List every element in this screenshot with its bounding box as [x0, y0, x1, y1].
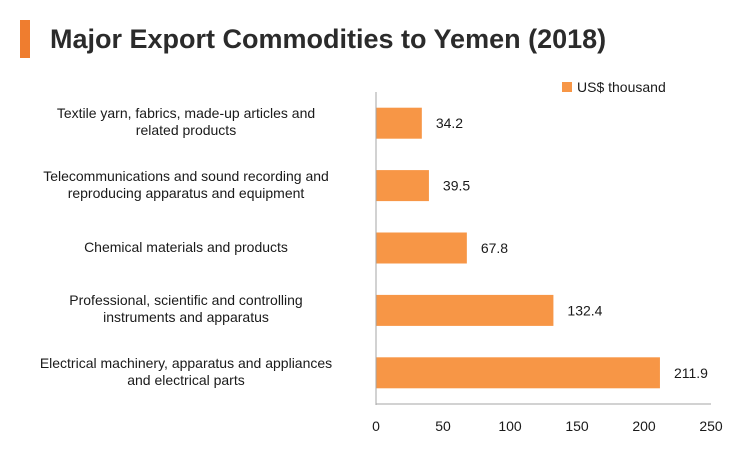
bar [376, 170, 429, 202]
x-tick-label: 50 [435, 418, 451, 434]
category-label: Telecommunications and sound recording a… [10, 168, 362, 202]
bar [376, 357, 660, 389]
category-label: Professional, scientific and controlling… [10, 292, 362, 326]
category-label-line: reproducing apparatus and equipment [67, 184, 305, 201]
category-label-line: related products [135, 122, 237, 139]
x-tick-label: 200 [632, 418, 656, 434]
x-tick-label: 150 [565, 418, 589, 434]
x-tick-label: 250 [699, 418, 723, 434]
category-label-line: Professional, scientific and controlling [69, 292, 303, 309]
data-label: 39.5 [443, 178, 470, 194]
category-label-line: and electrical parts [127, 371, 245, 388]
bar [376, 232, 467, 264]
chart-title: Major Export Commodities to Yemen (2018) [50, 23, 607, 54]
legend-swatch [562, 82, 572, 92]
x-tick-label: 100 [498, 418, 522, 434]
title-accent-bar [20, 20, 30, 58]
title-block: Major Export Commodities to Yemen (2018) [20, 18, 606, 60]
bar [376, 294, 554, 326]
category-label-line: Chemical materials and products [84, 238, 288, 255]
bar [376, 107, 422, 139]
category-label: Chemical materials and products [10, 239, 362, 256]
x-tick-label: 0 [372, 418, 380, 434]
data-label: 34.2 [436, 115, 463, 131]
data-label: 132.4 [567, 302, 602, 318]
legend: US$ thousand [562, 79, 666, 95]
legend-label: US$ thousand [577, 79, 666, 95]
data-label: 67.8 [481, 240, 508, 256]
category-label: Electrical machinery, apparatus and appl… [10, 355, 362, 389]
category-label-line: instruments and apparatus [103, 309, 269, 326]
category-label-line: Electrical machinery, apparatus and appl… [39, 354, 333, 371]
category-label: Textile yarn, fabrics, made-up articles … [10, 105, 362, 139]
category-label-line: Telecommunications and sound recording a… [43, 167, 329, 184]
data-label: 211.9 [674, 365, 708, 381]
category-label-line: Textile yarn, fabrics, made-up articles … [56, 105, 316, 122]
